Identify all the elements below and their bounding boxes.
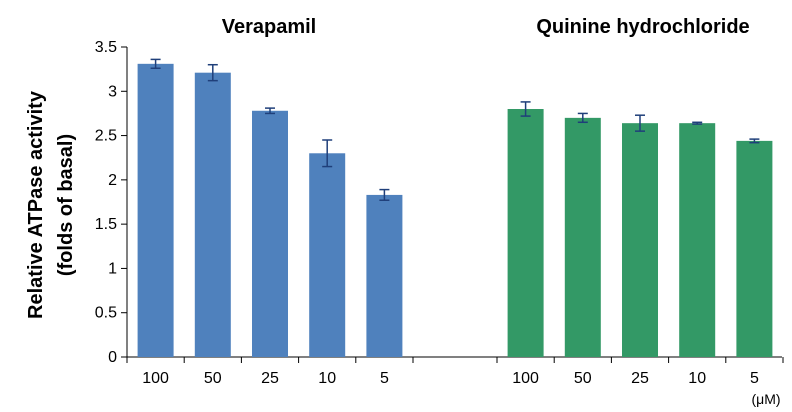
bar <box>252 110 288 358</box>
y-axis-label: Relative ATPase activity (folds of basal… <box>25 90 77 319</box>
y-axis: 0 0.5 1 1.5 2 2.5 3 3.5 <box>95 39 128 366</box>
y-tick-label: 2.5 <box>95 128 117 145</box>
x-axis <box>126 356 784 363</box>
x-tick-label: 50 <box>204 370 222 387</box>
bar <box>137 63 174 357</box>
y-tick-label: 1 <box>108 260 117 277</box>
y-tick-label: 0 <box>108 349 117 366</box>
bar <box>366 194 403 357</box>
x-tick-label: 5 <box>750 370 759 387</box>
bar <box>679 123 716 358</box>
group-title-verapamil: Verapamil <box>222 16 317 38</box>
y-axis-label-line2: (folds of basal) <box>55 134 77 276</box>
y-tick-label: 0.5 <box>95 305 117 322</box>
unit-label: (μM) <box>751 391 780 407</box>
bar <box>194 72 231 357</box>
x-tick-label: 100 <box>142 370 169 387</box>
x-tick-labels: 100 50 25 10 5 100 50 25 10 5 <box>142 370 759 387</box>
y-tick-label: 3 <box>108 83 117 100</box>
bar <box>564 117 601 357</box>
x-tick-label: 50 <box>574 370 592 387</box>
y-tick-label: 1.5 <box>95 216 117 233</box>
bar <box>736 140 773 357</box>
y-tick-label: 2 <box>108 172 117 189</box>
x-tick-label: 10 <box>688 370 706 387</box>
y-tick-label: 3.5 <box>95 39 117 56</box>
x-tick-label: 25 <box>261 370 279 387</box>
bars <box>137 58 773 358</box>
x-tick-label: 25 <box>631 370 649 387</box>
x-tick-label: 5 <box>380 370 389 387</box>
bar <box>622 123 658 358</box>
group-title-quinine: Quinine hydrochloride <box>536 16 749 38</box>
y-axis-label-line1: Relative ATPase activity <box>25 90 47 319</box>
bar <box>309 153 346 357</box>
x-tick-label: 10 <box>318 370 336 387</box>
x-tick-label: 100 <box>512 370 539 387</box>
bar <box>507 109 544 357</box>
